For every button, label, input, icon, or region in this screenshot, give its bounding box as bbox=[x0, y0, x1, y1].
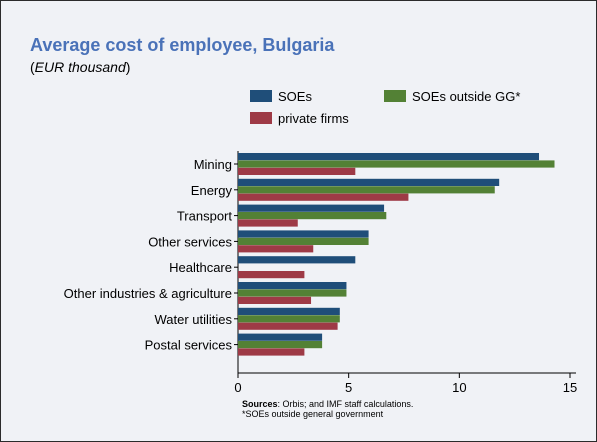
bar-soes bbox=[238, 307, 340, 315]
category-label: Other industries & agriculture bbox=[64, 286, 232, 301]
chart-title: Average cost of employee, Bulgaria bbox=[30, 35, 335, 55]
category-label: Postal services bbox=[145, 338, 233, 353]
category-label: Healthcare bbox=[169, 260, 232, 275]
bar-soes-outside-gg bbox=[238, 212, 387, 220]
legend-label: SOEs bbox=[278, 89, 312, 104]
legend-label: SOEs outside GG* bbox=[412, 89, 520, 104]
x-tick-label: 0 bbox=[234, 380, 241, 395]
subtitle-unit: EUR thousand bbox=[34, 59, 126, 75]
chart-subtitle: (EUR thousand) bbox=[30, 59, 130, 75]
plot-area: Mining Energy Transport Other services Healt… bbox=[64, 151, 577, 395]
category-label: Other services bbox=[148, 234, 232, 249]
bar-private-firms bbox=[238, 245, 314, 253]
category-label: Mining bbox=[194, 157, 232, 172]
legend-label: private firms bbox=[278, 111, 349, 126]
x-tick-label: 15 bbox=[563, 380, 577, 395]
x-tick-label: 5 bbox=[345, 380, 352, 395]
bar-soes bbox=[238, 178, 500, 186]
legend-swatch bbox=[250, 90, 272, 102]
legend-swatch bbox=[250, 112, 272, 124]
bar-soes-outside-gg bbox=[238, 160, 555, 168]
bar-private-firms bbox=[238, 193, 409, 201]
bar-soes bbox=[238, 333, 323, 341]
category-label: Energy bbox=[191, 183, 233, 198]
category-label: Water utilities bbox=[154, 312, 232, 327]
legend-swatch bbox=[384, 90, 406, 102]
subtitle-open-paren: ( bbox=[30, 59, 35, 75]
x-tick-label: 10 bbox=[452, 380, 466, 395]
sources-text: : Orbis; and IMF staff calculations. bbox=[277, 399, 414, 409]
bar-private-firms bbox=[238, 271, 305, 279]
bar-soes-outside-gg bbox=[238, 341, 323, 349]
bar-private-firms bbox=[238, 167, 356, 175]
category-label: Transport bbox=[177, 209, 233, 224]
bar-soes bbox=[238, 204, 385, 212]
bar-soes bbox=[238, 230, 369, 238]
bar-soes bbox=[238, 153, 540, 161]
bar-soes-outside-gg bbox=[238, 186, 495, 194]
source-note: Sources: Orbis; and IMF staff calculatio… bbox=[242, 399, 413, 419]
legend: SOEs SOEs outside GG* private firms bbox=[250, 89, 520, 126]
footnote: *SOEs outside general government bbox=[242, 409, 384, 419]
subtitle-close-paren: ) bbox=[125, 59, 131, 75]
bar-soes-outside-gg bbox=[238, 289, 347, 297]
bar-private-firms bbox=[238, 219, 298, 227]
bar-private-firms bbox=[238, 322, 338, 330]
sources-line: Sources: Orbis; and IMF staff calculatio… bbox=[242, 399, 413, 409]
bar-soes bbox=[238, 256, 356, 264]
bar-private-firms bbox=[238, 296, 312, 304]
bar-soes-outside-gg bbox=[238, 315, 340, 323]
bar-soes bbox=[238, 282, 347, 290]
bar-soes-outside-gg bbox=[238, 237, 369, 245]
sources-label: Sources bbox=[242, 399, 278, 409]
bar-private-firms bbox=[238, 348, 305, 356]
